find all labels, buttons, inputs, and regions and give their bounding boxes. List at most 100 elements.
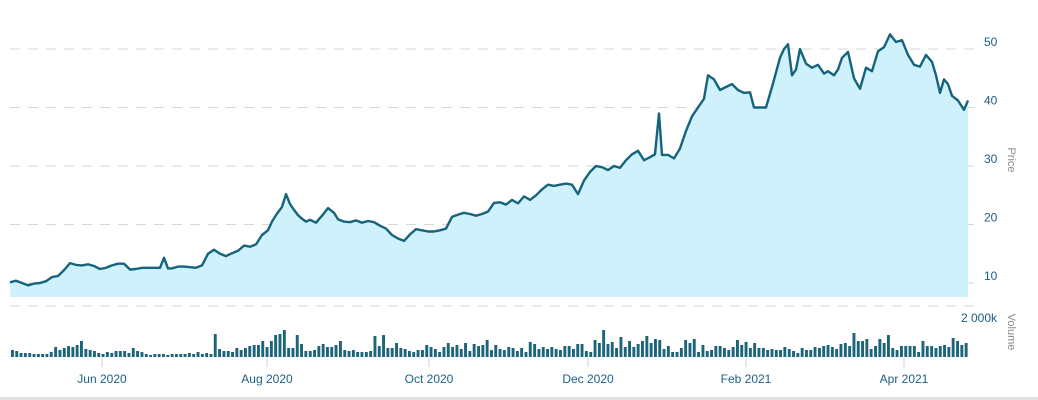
volume-bar — [446, 343, 450, 357]
volume-bar — [826, 345, 830, 357]
volume-bar — [736, 340, 739, 357]
volume-bar — [805, 350, 808, 357]
price-area-fill — [10, 34, 968, 298]
volume-bar — [131, 348, 135, 357]
volume-bar — [619, 337, 623, 357]
volume-bar — [770, 349, 774, 357]
volume-bar — [891, 348, 895, 357]
volume-bar — [62, 348, 66, 357]
volume-bar — [162, 354, 165, 357]
volume-bar — [114, 351, 118, 357]
volume-bar — [153, 354, 157, 357]
volume-bar — [170, 354, 174, 357]
volume-bar — [468, 351, 472, 357]
volume-bar — [822, 346, 826, 357]
volume-bar — [494, 345, 498, 357]
volume-bar — [744, 342, 748, 357]
volume-bar — [209, 354, 213, 357]
volume-bar — [149, 355, 152, 357]
volume-bar — [252, 345, 256, 357]
volume-bar — [900, 346, 903, 357]
volume-bar — [274, 335, 278, 357]
volume-bar — [662, 349, 666, 357]
volume-bar — [960, 345, 964, 357]
volume-bar — [80, 341, 83, 357]
volume-bar — [597, 343, 601, 357]
volume-bar — [67, 346, 70, 357]
volume-bar — [507, 347, 511, 357]
volume-bar — [541, 347, 545, 357]
volume-bar — [408, 351, 411, 357]
volume-bar — [731, 347, 735, 357]
volume-bar — [843, 343, 847, 357]
volume-bar — [248, 346, 252, 357]
price-tick-label: 30 — [984, 152, 998, 166]
volume-bar — [938, 346, 942, 357]
volume-bar — [364, 352, 368, 357]
volume-bar — [779, 350, 782, 357]
volume-bar — [36, 354, 40, 357]
volume-bar — [757, 348, 761, 357]
volume-bar — [58, 350, 62, 357]
volume-bar — [524, 352, 528, 357]
volume-bar — [887, 335, 890, 357]
volume-bar — [934, 348, 938, 357]
price-axis-title: Price — [1005, 147, 1017, 172]
volume-bar — [213, 334, 217, 357]
volume-bar — [356, 352, 360, 357]
volume-bar — [537, 349, 541, 357]
volume-bar — [908, 346, 912, 357]
volume-bar — [360, 352, 364, 357]
time-tick-label: Apr 2021 — [880, 372, 929, 386]
volume-bar — [550, 347, 554, 357]
volume-bar — [175, 354, 178, 357]
price-tick-label: 20 — [984, 211, 998, 225]
volume-bar — [636, 344, 640, 357]
volume-bar — [477, 346, 480, 357]
volume-bar — [641, 341, 644, 357]
time-axis: Jun 2020 Aug 2020 Oct 2020 Dec 2020 Feb 2021… — [77, 358, 929, 386]
volume-bar — [136, 351, 139, 357]
volume-bar — [88, 350, 92, 357]
volume-bar — [878, 339, 882, 357]
volume-bar — [97, 353, 101, 357]
chart-bottom-border — [0, 397, 1038, 400]
volume-bar — [748, 348, 752, 357]
volume-bar — [792, 351, 795, 357]
volume-bar — [304, 351, 308, 357]
volume-bar — [856, 341, 860, 357]
volume-bar — [105, 352, 109, 357]
volume-bar — [623, 347, 627, 357]
volume-bar — [231, 352, 234, 357]
volume-bar — [874, 346, 877, 357]
volume-bar — [339, 341, 342, 357]
volume-bar — [421, 350, 424, 357]
volume-bar — [41, 354, 45, 357]
volume-bar — [572, 349, 575, 357]
volume-bar — [658, 340, 662, 357]
volume-bar — [123, 351, 127, 357]
volume-bar — [606, 344, 610, 357]
volume-bar — [740, 345, 744, 357]
volume-bar — [28, 353, 32, 357]
volume-bar — [144, 354, 148, 357]
time-tick-label: Feb 2021 — [721, 372, 772, 386]
volume-bar — [287, 348, 291, 357]
volume-bar — [925, 346, 929, 357]
volume-bar — [455, 345, 459, 357]
volume-axis-tick-label: 2 000k — [961, 311, 998, 325]
volume-bar — [239, 350, 243, 357]
volume-bar — [351, 350, 355, 357]
volume-bar — [196, 352, 200, 357]
volume-bar — [75, 345, 79, 357]
volume-bar — [528, 342, 532, 357]
volume-bar — [192, 354, 196, 357]
volume-bar — [118, 351, 122, 357]
volume-bar — [671, 352, 675, 357]
volume-bar — [576, 344, 580, 357]
volume-bar — [861, 341, 864, 357]
volume-bar — [964, 343, 968, 357]
volume-bar — [200, 354, 204, 357]
volume-bar — [226, 351, 230, 357]
